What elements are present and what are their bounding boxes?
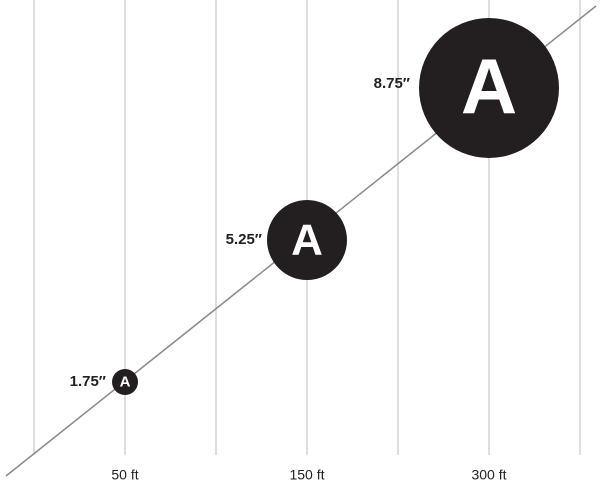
sign-circle — [112, 369, 138, 395]
sign-size: 1.75″ — [70, 373, 106, 390]
sign-letter: A — [291, 216, 323, 265]
sign-size: 8.75″ — [374, 75, 410, 92]
sign-letter: A — [120, 374, 131, 391]
sign-circle — [267, 200, 347, 280]
sign-size: 5.25″ — [226, 231, 262, 248]
distance-label: 150 ft — [289, 467, 324, 483]
distance-label: 50 ft — [111, 467, 138, 483]
sign-letter: A — [461, 42, 517, 130]
distance-label: 300 ft — [471, 467, 506, 483]
sign-circle — [419, 18, 559, 158]
